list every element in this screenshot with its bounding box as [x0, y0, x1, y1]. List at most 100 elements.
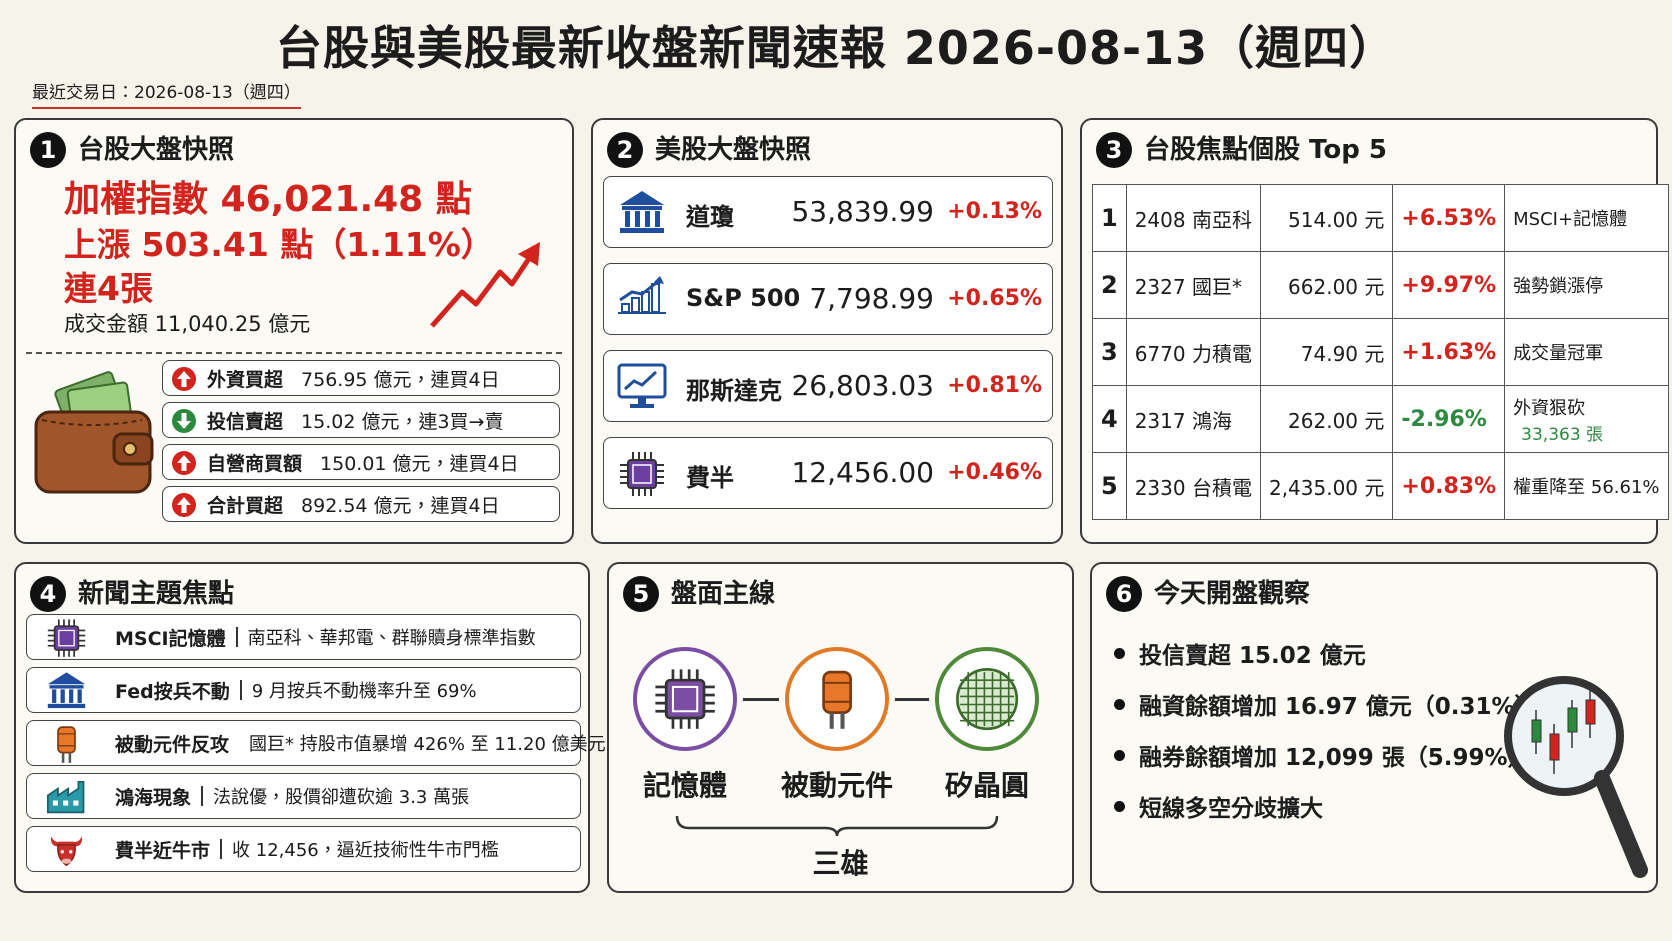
topic-name: 被動元件反攻 — [115, 733, 230, 756]
icon-shape — [619, 278, 661, 302]
icon — [616, 187, 668, 243]
stock-cell: 2408 南亞科 — [1125, 184, 1261, 252]
flow-label: 投信賣超 — [207, 410, 284, 433]
icon-graphic — [675, 815, 999, 837]
topic-row: 鴻海現象 法說優，股價卻遭砍逾 3.3 萬張 — [26, 773, 581, 819]
index-row: 那斯達克 26,803.03 +0.81% — [603, 350, 1053, 422]
bullet-dot — [1114, 698, 1125, 710]
index-row: 費半 12,456.00 +0.46% — [603, 437, 1053, 509]
icon-shape — [60, 850, 64, 854]
stock-cell: 強勢鎖漲停 — [1504, 251, 1669, 319]
topic-row: MSCI記憶體 南亞科、華邦電、群聯贖身標準指數 — [26, 614, 581, 660]
icon-shape — [60, 689, 65, 703]
icon-shape — [624, 370, 658, 391]
bullet-dot — [1114, 647, 1125, 659]
icon-shape — [630, 404, 654, 408]
index-change: +0.81% — [947, 373, 1042, 398]
flow-label: 自營商買額 — [207, 452, 303, 475]
bullet-dot — [1114, 749, 1125, 761]
index-value: 12,456.00 — [791, 456, 934, 489]
stock-cell: +9.97% — [1392, 251, 1506, 319]
theme-label: 記憶體 — [642, 769, 727, 802]
icon-shape — [632, 464, 652, 484]
stock-cell: 外資狠砍 33,363 張 — [1504, 385, 1669, 453]
icon-shape — [655, 669, 715, 729]
icon-shape — [631, 297, 640, 313]
icon — [41, 722, 93, 770]
topic-name: 鴻海現象 — [115, 786, 192, 809]
icon-shape — [1594, 770, 1648, 878]
icon-graphic — [633, 647, 737, 751]
icon-shape — [69, 689, 74, 703]
panel: 4 新聞主題焦點 MSCI記憶體 南亞科、華邦電、群聯贖身標準指數 Fed按兵不動 9 月… — [14, 562, 606, 893]
stock-row: 3 6770 力積電 74.90 元 +1.63% 成交量冠軍 — [1092, 318, 1669, 386]
icon-shape — [77, 689, 82, 703]
icon-shape — [73, 800, 79, 806]
topic-name: MSCI記憶體 — [115, 627, 226, 650]
icon-shape — [57, 726, 76, 754]
icon-graphic — [620, 191, 664, 233]
icon — [1502, 664, 1652, 888]
theme-connector — [743, 698, 779, 701]
topic-detail: 國巨* 持股市值暴增 426% 至 11.20 億美元 — [249, 734, 606, 755]
icon — [932, 644, 1042, 758]
stock-cell: 4 — [1092, 385, 1127, 453]
icon-shape — [822, 670, 852, 729]
icon-graphic — [50, 836, 83, 867]
icon-shape — [1531, 719, 1542, 743]
icon-shape — [655, 211, 660, 227]
icon-shape — [52, 689, 57, 703]
index-name: 道瓊 — [686, 203, 734, 231]
icon-shape — [177, 497, 191, 513]
theme-connector — [895, 698, 929, 701]
page-title: 台股與美股最新收盤新聞速報 2026-08-13（週四） — [275, 21, 1397, 75]
icon-shape — [1585, 699, 1596, 725]
stock-cell: 權重降至 56.61% — [1504, 452, 1669, 520]
flow-detail: 892.54 億元，連買4日 — [301, 494, 500, 517]
icon-shape — [654, 276, 664, 284]
stock-cell: 2327 國巨* — [1125, 251, 1261, 319]
icon-shape — [47, 619, 86, 657]
icon — [616, 448, 668, 504]
icon-shape — [620, 191, 664, 205]
panel-title: 美股大盤快照 — [655, 135, 812, 165]
index-name: S&P 500 — [686, 284, 801, 312]
index-value: 7,798.99 — [809, 282, 934, 315]
topic-separator — [239, 680, 242, 700]
stock-row: 2 2327 國巨* 662.00 元 +9.97% 強勢鎖漲停 — [1092, 251, 1669, 319]
icon-shape — [638, 397, 646, 404]
panel: 2 美股大盤快照 道瓊 53,839.99 +0.13% S&P 500 7,798.99 +… — [591, 118, 1063, 544]
topic-detail: 南亞科、華邦電、群聯贖身標準指數 — [247, 628, 536, 649]
icon-graphic — [172, 493, 196, 517]
icon-shape — [675, 815, 999, 837]
subtitle: 最近交易日：2026-08-13（週四） — [32, 78, 301, 109]
panel-number: 3 — [1096, 132, 1132, 168]
icon-graphic — [47, 672, 86, 709]
icon-shape — [518, 242, 540, 266]
icon-graphic — [785, 647, 889, 751]
icon-shape — [46, 780, 85, 814]
stock-cell: 成交量冠軍 — [1504, 318, 1669, 386]
icon-shape — [47, 703, 86, 709]
stock-note: MSCI+記憶體 — [1513, 209, 1628, 230]
icon-shape — [53, 625, 80, 651]
icon — [782, 644, 892, 758]
icon-shape — [822, 670, 852, 714]
stock-cell: +6.53% — [1392, 184, 1506, 252]
flow-row: 外資買超 756.95 億元，連買4日 — [162, 360, 560, 396]
index-value: 53,839.99 — [791, 195, 934, 228]
stock-note-sub: 33,363 張 — [1521, 424, 1604, 445]
stock-cell: 2 — [1092, 251, 1127, 319]
panel-title: 盤面主線 — [671, 579, 776, 609]
icon-graphic — [47, 619, 86, 657]
flow-label: 合計買超 — [207, 494, 284, 517]
icon-shape — [177, 371, 191, 387]
stock-table: 1 2408 南亞科 514.00 元 +6.53% MSCI+記憶體 2 2327 國巨*… — [1092, 184, 1669, 520]
flow-row: 投信賣超 15.02 億元，連3買→賣 — [162, 402, 560, 438]
stock-cell: +0.83% — [1392, 452, 1506, 520]
icon-shape — [61, 858, 72, 864]
icon-graphic — [430, 242, 540, 328]
topic-separator — [201, 786, 204, 806]
